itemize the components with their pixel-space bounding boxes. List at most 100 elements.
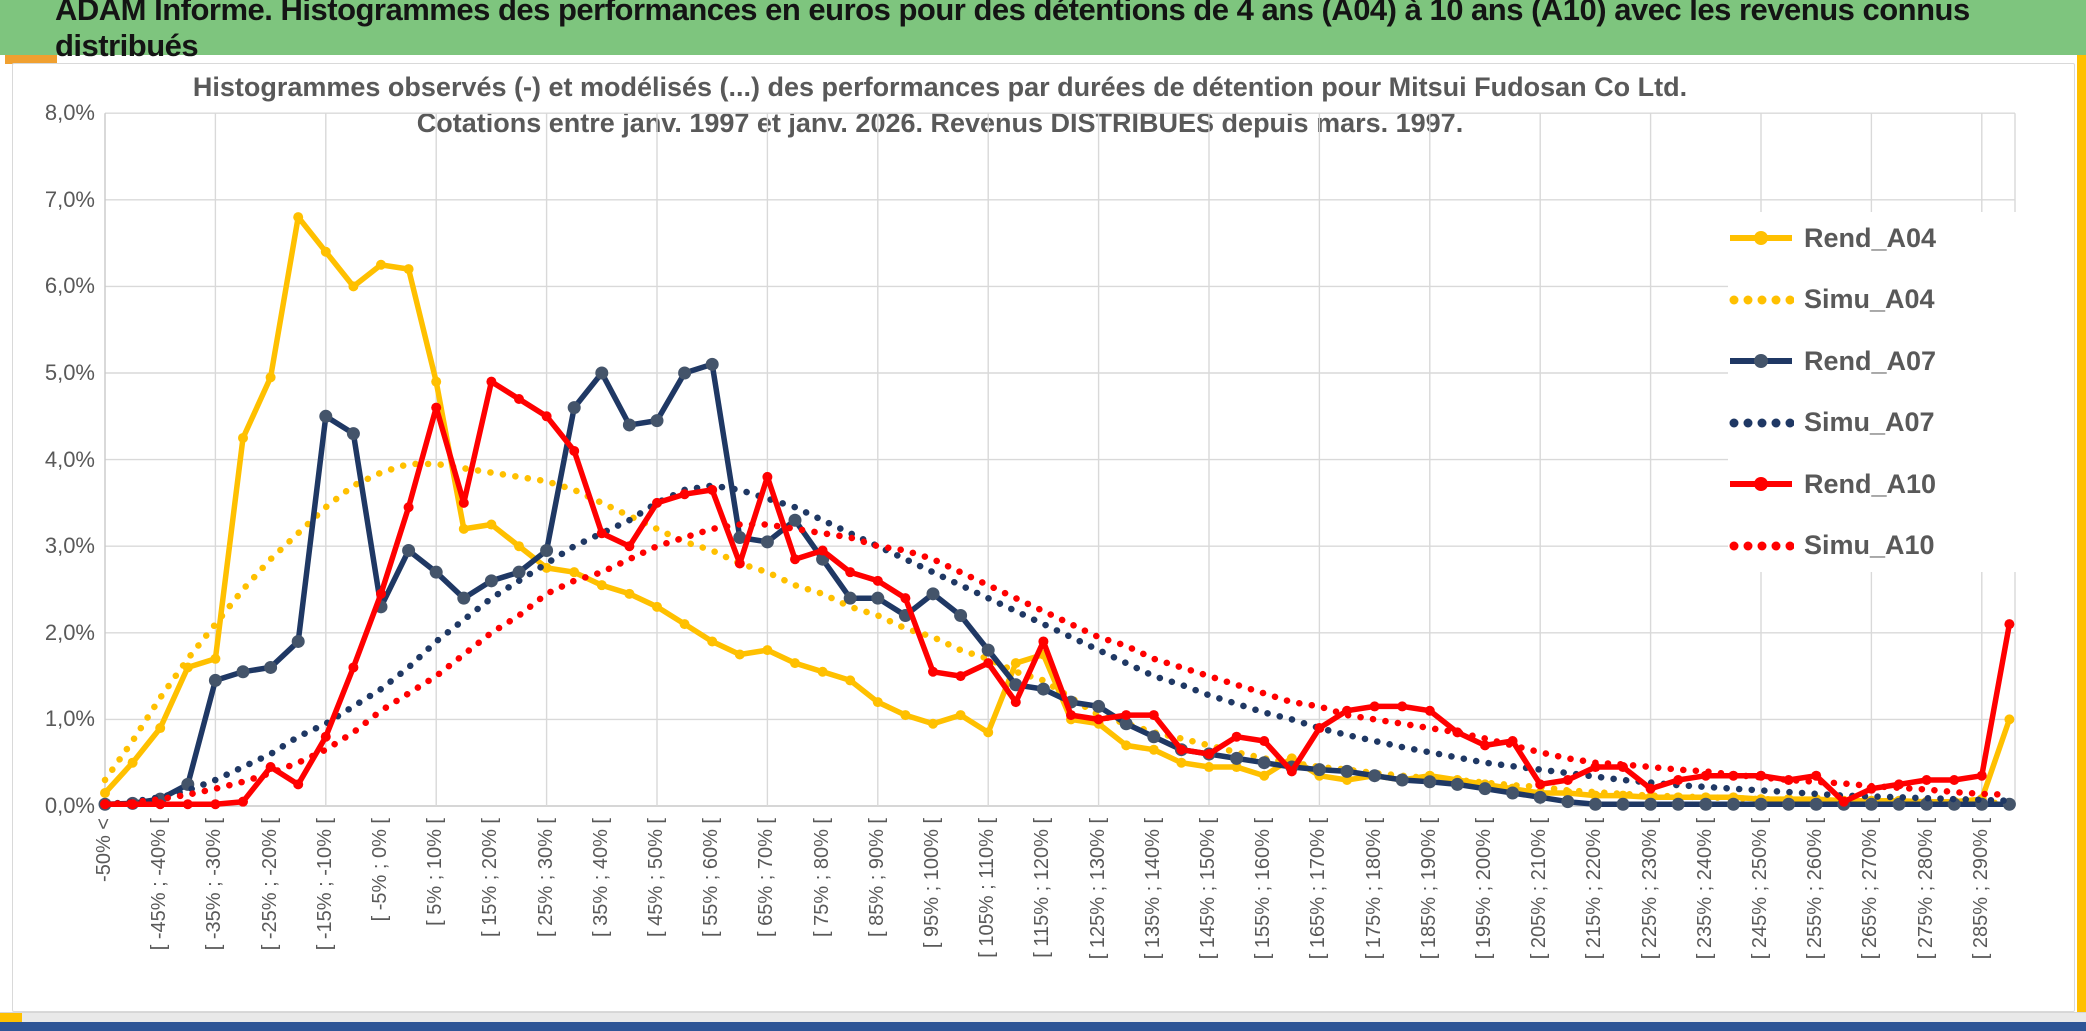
x-axis-label: [ 235% ; 240% [ bbox=[1693, 818, 1716, 960]
marker-rend_a07 bbox=[1616, 797, 1630, 811]
marker-rend_a04 bbox=[762, 645, 773, 656]
y-axis-label: 8,0% bbox=[44, 100, 95, 126]
marker-rend_a10 bbox=[624, 541, 635, 552]
marker-rend_a04 bbox=[707, 636, 718, 647]
marker-rend_a07 bbox=[1892, 797, 1906, 811]
marker-rend_a04 bbox=[596, 580, 607, 591]
marker-rend_a10 bbox=[1976, 770, 1987, 781]
marker-rend_a07 bbox=[622, 418, 636, 432]
x-axis-label: [ 225% ; 230% [ bbox=[1638, 818, 1661, 960]
marker-rend_a07 bbox=[1644, 797, 1658, 811]
marker-rend_a04 bbox=[1259, 770, 1270, 781]
y-axis-label: 5,0% bbox=[44, 360, 95, 385]
marker-rend_a07 bbox=[1147, 730, 1161, 744]
marker-rend_a07 bbox=[1588, 797, 1602, 811]
x-axis-label: [ -15% ; -10% [ bbox=[313, 818, 336, 951]
marker-rend_a10 bbox=[1148, 710, 1159, 721]
marker-rend_a07 bbox=[678, 366, 692, 380]
marker-rend_a07 bbox=[1864, 797, 1878, 811]
x-axis-label: [ 275% ; 280% [ bbox=[1914, 818, 1937, 960]
y-axis-label: 7,0% bbox=[44, 186, 95, 212]
x-axis-label: [ 25% ; 30% [ bbox=[534, 818, 557, 937]
simu-a07-dots-swatch bbox=[1729, 418, 1794, 428]
marker-rend_a10 bbox=[1093, 714, 1104, 725]
marker-rend_a04 bbox=[1618, 790, 1628, 801]
marker-rend_a10 bbox=[1066, 710, 1076, 721]
marker-rend_a10 bbox=[1535, 779, 1546, 790]
series-simu_a04 bbox=[101, 460, 2013, 807]
marker-rend_a04 bbox=[155, 723, 166, 734]
x-axis-label: [ 145% ; 150% [ bbox=[1197, 818, 1219, 960]
marker-rend_a04 bbox=[872, 697, 883, 708]
marker-rend_a10 bbox=[1176, 744, 1187, 755]
marker-rend_a04 bbox=[652, 601, 662, 612]
marker-rend_a04 bbox=[928, 718, 938, 729]
marker-rend_a10 bbox=[238, 796, 248, 807]
marker-rend_a10 bbox=[1480, 740, 1490, 751]
marker-rend_a07 bbox=[733, 531, 747, 545]
y-axis-label: 1,0% bbox=[44, 706, 95, 732]
legend-item-rend-a04: Rend_A04 bbox=[1728, 218, 2028, 258]
marker-rend_a07 bbox=[236, 665, 250, 679]
marker-rend_a07 bbox=[650, 414, 664, 428]
marker-rend_a04 bbox=[541, 562, 552, 573]
x-axis-label: [ 15% ; 20% [ bbox=[479, 818, 502, 937]
marker-rend_a10 bbox=[541, 411, 552, 422]
legend-item-rend-a10: Rend_A10 bbox=[1728, 464, 2028, 504]
marker-rend_a07 bbox=[1312, 763, 1326, 777]
marker-rend_a07 bbox=[981, 643, 995, 657]
legend-label: Simu_A04 bbox=[1804, 284, 1935, 315]
legend-label: Rend_A10 bbox=[1804, 468, 1937, 499]
marker-rend_a10 bbox=[900, 593, 911, 604]
marker-rend_a10 bbox=[872, 575, 883, 586]
marker-rend_a04 bbox=[2004, 714, 2015, 725]
marker-rend_a07 bbox=[1533, 790, 1547, 804]
marker-rend_a07 bbox=[705, 357, 719, 371]
marker-rend_a10 bbox=[1010, 697, 1021, 708]
marker-rend_a07 bbox=[1561, 795, 1575, 809]
marker-rend_a10 bbox=[320, 731, 331, 742]
horizontal-scrollbar[interactable] bbox=[0, 1012, 2086, 1023]
marker-rend_a04 bbox=[1010, 658, 1021, 669]
marker-rend_a10 bbox=[762, 471, 773, 482]
bottom-navy-bar bbox=[0, 1022, 2086, 1031]
marker-rend_a10 bbox=[458, 497, 469, 508]
rend-a10-line-swatch bbox=[1730, 477, 1792, 492]
marker-rend_a04 bbox=[100, 788, 110, 799]
x-axis-label: [ 135% ; 140% [ bbox=[1141, 818, 1164, 960]
x-axis-label: [ 245% ; 250% [ bbox=[1749, 818, 1771, 960]
marker-rend_a10 bbox=[1204, 749, 1214, 760]
marker-rend_a04 bbox=[983, 727, 994, 738]
marker-rend_a10 bbox=[403, 502, 414, 513]
marker-rend_a07 bbox=[429, 565, 443, 579]
marker-rend_a10 bbox=[376, 588, 386, 599]
marker-rend_a07 bbox=[1809, 797, 1823, 811]
marker-rend_a10 bbox=[569, 445, 580, 456]
marker-rend_a07 bbox=[954, 608, 968, 622]
marker-rend_a07 bbox=[208, 673, 222, 687]
scrollbar-thumb[interactable] bbox=[0, 1013, 22, 1023]
marker-rend_a07 bbox=[1699, 797, 1713, 811]
marker-rend_a07 bbox=[595, 366, 609, 380]
marker-rend_a10 bbox=[1949, 775, 1960, 786]
marker-rend_a07 bbox=[1119, 717, 1133, 731]
legend-item-rend-a07: Rend_A07 bbox=[1728, 341, 2028, 381]
marker-rend_a10 bbox=[1424, 705, 1435, 716]
marker-rend_a04 bbox=[265, 372, 276, 383]
marker-rend_a10 bbox=[1121, 710, 1132, 721]
series-rend_a04 bbox=[102, 214, 2012, 805]
marker-rend_a07 bbox=[346, 427, 360, 441]
marker-rend_a10 bbox=[1286, 766, 1297, 777]
marker-rend_a07 bbox=[567, 401, 581, 415]
marker-rend_a04 bbox=[955, 710, 966, 721]
marker-rend_a10 bbox=[486, 376, 497, 387]
marker-rend_a10 bbox=[1231, 731, 1242, 742]
marker-rend_a07 bbox=[1368, 769, 1382, 783]
marker-rend_a04 bbox=[514, 541, 524, 552]
legend-item-simu-a04: Simu_A04 bbox=[1728, 280, 2028, 320]
x-axis-label: [ 265% ; 270% [ bbox=[1859, 818, 1882, 960]
marker-rend_a04 bbox=[403, 264, 414, 275]
marker-rend_a10 bbox=[348, 662, 359, 673]
marker-rend_a10 bbox=[182, 799, 193, 810]
